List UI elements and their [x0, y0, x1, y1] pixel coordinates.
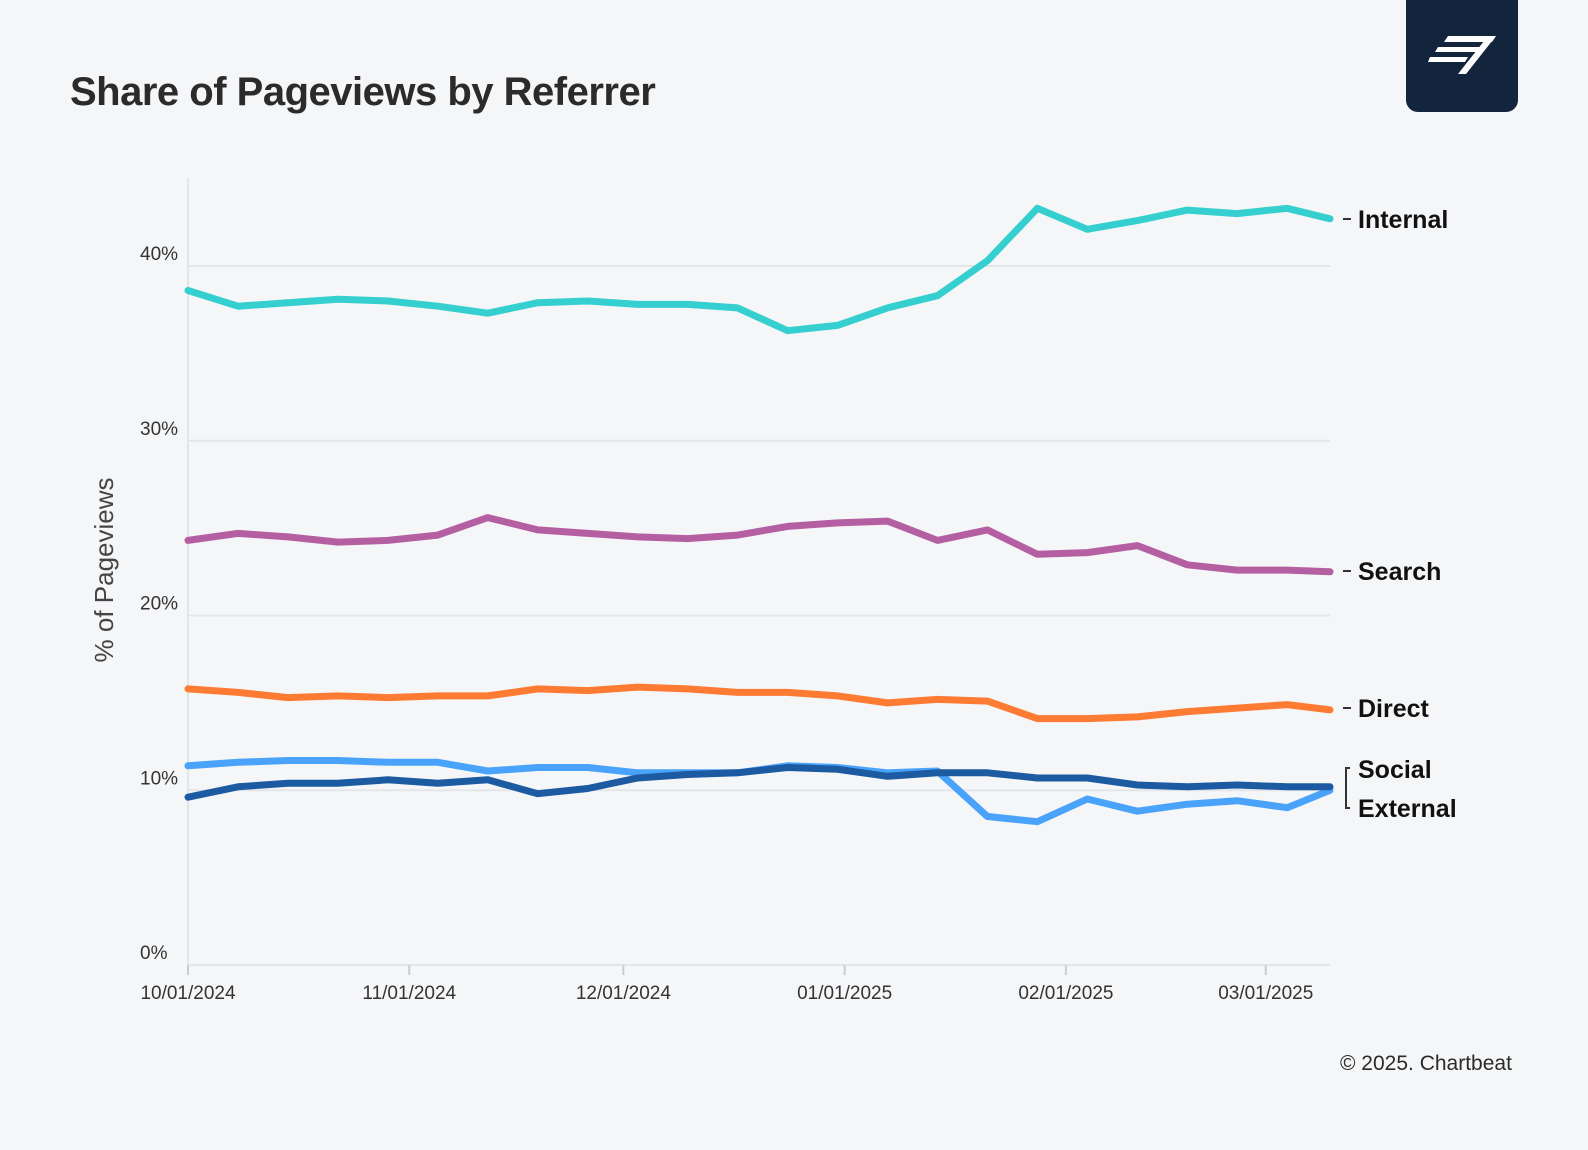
x-tick-label: 03/01/2025	[1218, 983, 1313, 1004]
y-tick-label: 30%	[140, 419, 178, 440]
y-tick-label: 20%	[140, 594, 178, 615]
chartbeat-logo-icon	[1428, 36, 1496, 74]
label-bracket	[1345, 767, 1350, 809]
chartbeat-logo[interactable]	[1406, 0, 1518, 112]
copyright-footer: © 2025. Chartbeat	[1340, 1052, 1512, 1075]
axes	[187, 178, 1330, 975]
x-tick-label: 12/01/2024	[576, 983, 672, 1004]
y-tick-labels: 0% 10% 20% 30% 40%	[140, 244, 178, 964]
series-line-direct	[184, 683, 1334, 723]
x-tick-label: 01/01/2025	[797, 983, 892, 1004]
y-tick-label: 10%	[140, 768, 178, 789]
series-label-internal: Internal	[1358, 206, 1448, 234]
y-tick-label: 40%	[140, 244, 178, 265]
series-label-social: Social	[1358, 756, 1432, 784]
series-line-external	[184, 764, 1334, 801]
series-label-direct: Direct	[1358, 695, 1430, 723]
y-tick-label: 0%	[140, 943, 168, 964]
x-tick-labels: 10/01/2024 11/01/2024 12/01/2024 01/01/2025…	[140, 983, 1313, 1004]
series-labels: Internal Search Direct Social External	[1343, 206, 1457, 823]
series-lines	[184, 204, 1334, 826]
series-line-search	[184, 514, 1334, 576]
chart-title: Share of Pageviews by Referrer	[70, 70, 656, 114]
series-label-external: External	[1358, 795, 1457, 823]
x-tick-label: 02/01/2025	[1018, 983, 1113, 1004]
series-line-internal	[184, 204, 1334, 335]
y-axis-label: % of Pageviews	[89, 478, 119, 663]
x-tick-label: 11/01/2024	[362, 983, 456, 1004]
grid-lines	[188, 265, 1330, 792]
x-tick-label: 10/01/2024	[140, 983, 236, 1004]
series-label-search: Search	[1358, 558, 1441, 586]
